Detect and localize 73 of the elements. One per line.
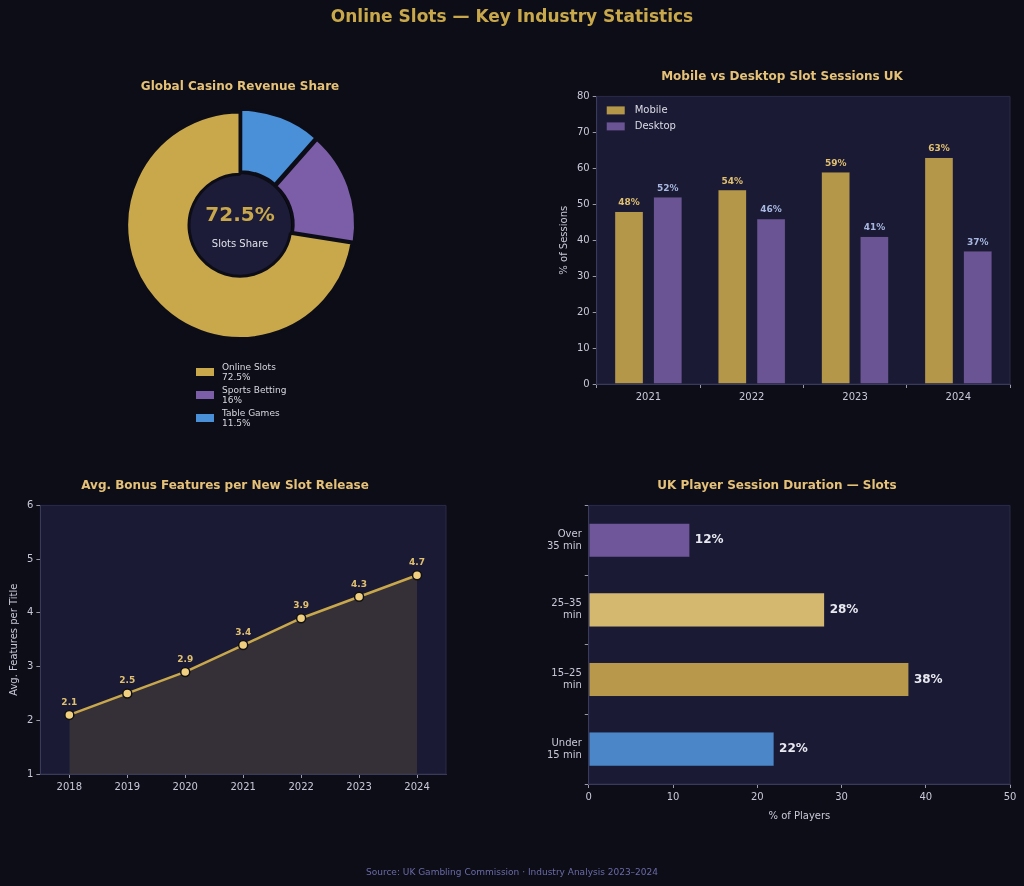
y-tick-label: 4 — [26, 606, 34, 618]
y-tick-label: 10 — [576, 341, 590, 353]
data-label: 72.5% — [222, 372, 251, 382]
data-label: 46% — [760, 204, 782, 215]
x-tick-label: 2021 — [635, 390, 662, 402]
y-tick-label: 5 — [26, 552, 34, 564]
source-note: Source: UK Gambling Commission · Industry Analysis 2023–2024 — [365, 867, 659, 877]
data-label: 16% — [222, 395, 243, 405]
data-label: 2.1 — [61, 696, 78, 707]
chart-title: UK Player Session Duration — Slots — [657, 478, 897, 493]
data-label: 3.9 — [293, 600, 310, 611]
chart-title: Avg. Bonus Features per New Slot Release — [81, 478, 369, 493]
legend-label: Sports Betting — [222, 385, 287, 395]
legend-label: Desktop — [634, 119, 676, 131]
data-label: 37% — [966, 236, 989, 247]
y-tick-label: 50 — [576, 197, 590, 209]
x-axis-title: % of Players — [768, 809, 831, 821]
data-label: 48% — [618, 197, 640, 208]
x-tick-label: 40 — [919, 790, 933, 802]
y-tick-label: 60 — [576, 161, 590, 173]
data-label: 4.3 — [351, 578, 368, 589]
data-label: 38% — [913, 671, 943, 686]
y-tick-label: 1 — [26, 767, 34, 779]
data-label: 22% — [779, 741, 808, 756]
x-tick-label: 30 — [835, 790, 848, 802]
x-tick-label: 2022 — [288, 780, 314, 792]
y-axis-title: % of Sessions — [557, 205, 569, 275]
x-tick-label: 2018 — [56, 780, 83, 792]
x-tick-label: 10 — [666, 790, 680, 802]
data-label: 2.9 — [177, 653, 194, 664]
y-tick-label: 70 — [576, 125, 590, 137]
data-label: 3.4 — [235, 626, 252, 637]
text: Online Slots — Key Industry Statistics — [329, 6, 695, 26]
data-label: 54% — [721, 175, 744, 186]
y-tick-label: 80 — [576, 89, 590, 101]
y-tick-label: Over 35 min — [547, 527, 583, 551]
data-label: 4.7 — [409, 557, 425, 568]
x-tick-label: 20 — [750, 790, 764, 802]
data-label: 63% — [928, 143, 950, 154]
x-tick-label: 2023 — [842, 390, 868, 402]
legend-label: Table Games — [222, 408, 280, 418]
chart-title: Global Casino Revenue Share — [140, 79, 340, 94]
x-tick-label: 50 — [1003, 790, 1017, 802]
x-tick-label: 2020 — [172, 780, 198, 792]
chart-title: Mobile vs Desktop Slot Sessions UK — [661, 69, 904, 84]
y-tick-label: 3 — [26, 660, 34, 672]
x-tick-label: 2024 — [404, 780, 430, 792]
y-tick-label: 0 — [583, 377, 590, 389]
y-tick-label: 30 — [576, 269, 590, 281]
data-label: 52% — [656, 182, 679, 193]
x-tick-label: 2021 — [230, 780, 256, 792]
y-tick-label: 6 — [26, 498, 34, 510]
x-tick-label: 2022 — [738, 390, 765, 402]
y-tick-label: 2 — [26, 713, 34, 725]
data-label: 2.5 — [119, 675, 136, 686]
data-label: 59% — [824, 157, 847, 168]
y-tick-label: 40 — [576, 233, 590, 245]
y-axis-title: Avg. Features per Title — [7, 583, 19, 696]
x-tick-label: 2019 — [114, 780, 141, 792]
text: 72.5% — [205, 202, 275, 227]
data-label: 11.5% — [222, 418, 251, 428]
x-tick-label: 2024 — [945, 390, 972, 402]
legend-label: Mobile — [634, 103, 668, 115]
y-tick-label: 25–35 min — [551, 597, 582, 621]
data-label: 41% — [863, 222, 886, 233]
x-tick-label: 2023 — [346, 780, 372, 792]
legend-label: Online Slots — [222, 362, 276, 372]
text: Slots Share — [211, 237, 269, 249]
y-tick-label: 20 — [576, 305, 590, 317]
y-tick-label: Under 15 min — [547, 736, 583, 760]
y-tick-label: 15–25 min — [551, 667, 582, 691]
data-label: 12% — [694, 532, 724, 547]
data-label: 28% — [829, 602, 859, 616]
